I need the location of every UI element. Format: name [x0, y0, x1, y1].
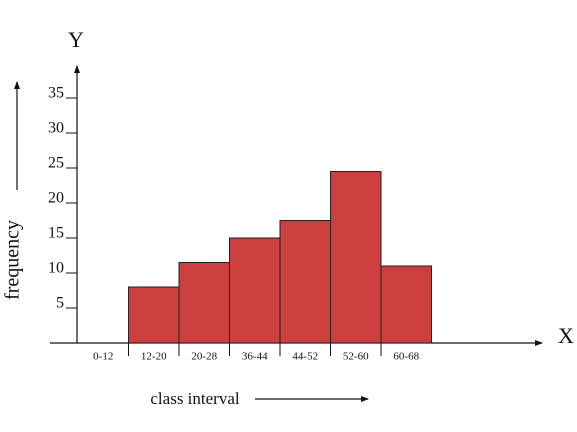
y-tick-label: 20 — [48, 190, 64, 207]
bar — [279, 220, 331, 344]
bar — [178, 262, 230, 344]
x-tick-label: 52-60 — [343, 351, 369, 363]
y-tick-label: 35 — [48, 85, 64, 102]
x-tick-label: 60-68 — [393, 351, 419, 363]
x-tick-label: 36-44 — [242, 351, 268, 363]
y-tick-label: 5 — [56, 295, 64, 312]
bar — [380, 265, 432, 344]
y-tick-label: 10 — [48, 260, 64, 277]
x-axis-name: X — [558, 323, 574, 348]
x-tick-label: 12-20 — [141, 351, 167, 363]
y-axis-name: Y — [68, 27, 84, 52]
y-label: frequency — [2, 220, 24, 300]
bar — [330, 171, 382, 344]
x-label: class interval — [150, 389, 239, 408]
bar — [229, 237, 281, 344]
y-tick-label: 30 — [48, 120, 64, 137]
y-tick-label: 25 — [48, 155, 64, 172]
x-tick-label: 20-28 — [191, 351, 217, 363]
x-tick-label: 44-52 — [292, 351, 318, 363]
y-tick-label: 15 — [48, 225, 64, 242]
x-tick-label: 0-12 — [93, 351, 113, 363]
bar — [128, 286, 180, 344]
